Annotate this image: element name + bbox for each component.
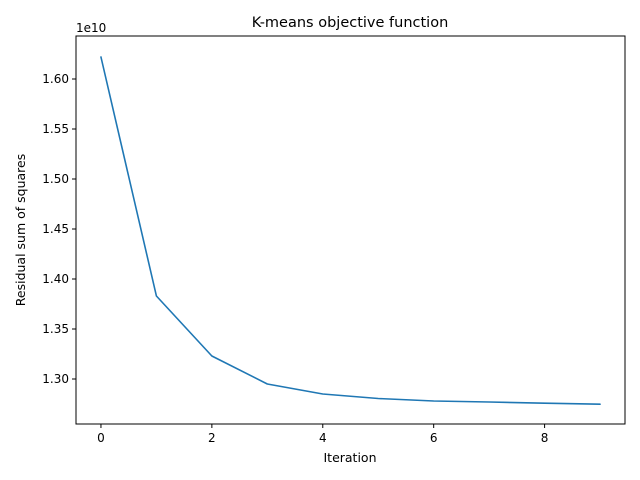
chart-title: K-means objective function bbox=[252, 15, 449, 31]
y-tick-label: 1.50 bbox=[42, 172, 69, 186]
y-tick-label: 1.30 bbox=[42, 372, 69, 386]
plot-frame bbox=[75, 35, 626, 425]
y-tick-label: 1.60 bbox=[42, 72, 69, 86]
x-tick-label: 2 bbox=[208, 431, 216, 445]
y-axis-label: Residual sum of squares bbox=[13, 154, 28, 306]
y-axis: 1.30 1.35 1.40 1.45 1.50 1.55 1.60 bbox=[42, 72, 76, 386]
y-tick-label: 1.55 bbox=[42, 122, 69, 136]
x-tick-label: 6 bbox=[430, 431, 438, 445]
series-layer bbox=[100, 56, 601, 406]
y-tick-label: 1.35 bbox=[42, 322, 69, 336]
x-tick-label: 0 bbox=[97, 431, 105, 445]
series-line bbox=[100, 56, 601, 406]
y-offset-label: 1e10 bbox=[76, 21, 106, 35]
y-tick-label: 1.45 bbox=[42, 222, 69, 236]
x-axis: 0 2 4 6 8 bbox=[97, 424, 548, 445]
y-tick-label: 1.40 bbox=[42, 272, 69, 286]
x-axis-label: Iteration bbox=[323, 450, 376, 465]
x-tick-label: 8 bbox=[541, 431, 549, 445]
x-tick-label: 4 bbox=[319, 431, 327, 445]
